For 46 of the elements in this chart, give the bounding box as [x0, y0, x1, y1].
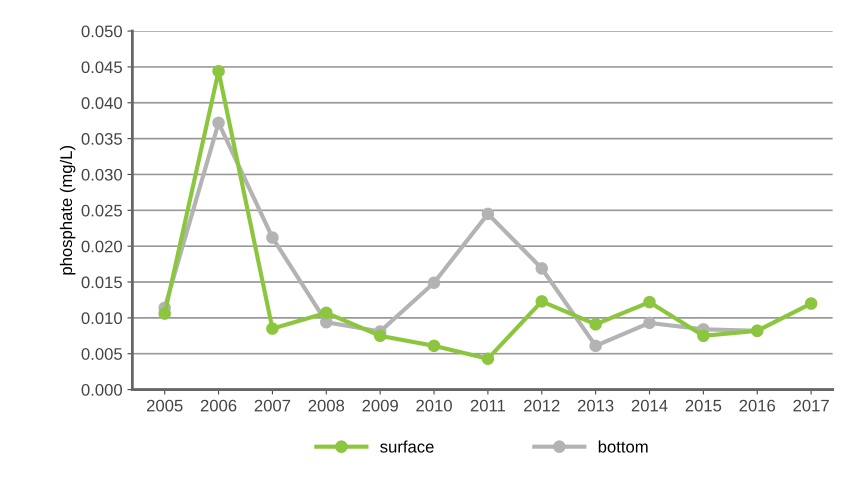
point [589, 318, 602, 331]
point [482, 208, 494, 220]
y-tick-label: 0.025 [82, 204, 122, 217]
point [428, 276, 440, 289]
legend-label: surface [380, 440, 434, 453]
x-tick-label: 2011 [470, 400, 506, 412]
point [428, 340, 440, 352]
x-tick-label: 2015 [686, 400, 722, 412]
y-tick-label: 0.000 [82, 384, 122, 396]
x-tick-label: 2013 [578, 400, 614, 412]
x-tick-label: 2005 [146, 400, 183, 412]
point [482, 352, 494, 365]
x-tick-label: 2016 [740, 400, 776, 412]
x-tick-label: 2006 [200, 400, 236, 412]
x-tick-label: 2017 [793, 400, 829, 412]
x-tick-label: 2014 [632, 400, 668, 412]
x-tick-label: 2012 [524, 400, 560, 412]
y-tick-label: 0.020 [82, 240, 122, 252]
point [266, 322, 279, 335]
y-tick-label: 0.005 [82, 348, 122, 360]
x-tick-label: 2007 [254, 400, 290, 412]
point [212, 116, 225, 130]
point [212, 64, 225, 78]
point [536, 262, 548, 275]
point [536, 295, 548, 308]
legend-label: bottom [598, 440, 648, 453]
point [266, 231, 279, 244]
x-tick-label: 2009 [362, 400, 398, 412]
x-tick-label: 2008 [308, 400, 344, 412]
point [158, 307, 171, 320]
y-tick-label: 0.035 [82, 133, 122, 145]
point [589, 340, 602, 352]
point [320, 306, 333, 320]
y-tick-label: 0.015 [82, 276, 122, 288]
point [643, 296, 656, 308]
point [697, 330, 710, 342]
y-axis-title: phosphate (mg/L) [60, 146, 76, 275]
y-tick-label: 0.040 [82, 97, 122, 109]
y-tick-label: 0.010 [82, 312, 122, 324]
y-tick-label: 0.030 [82, 168, 122, 181]
y-tick-label: 0.045 [82, 61, 122, 74]
point [804, 297, 818, 310]
x-tick-label: 2010 [416, 400, 452, 412]
point [643, 316, 656, 330]
y-tick-label: 0.050 [82, 25, 122, 38]
point [374, 330, 386, 342]
